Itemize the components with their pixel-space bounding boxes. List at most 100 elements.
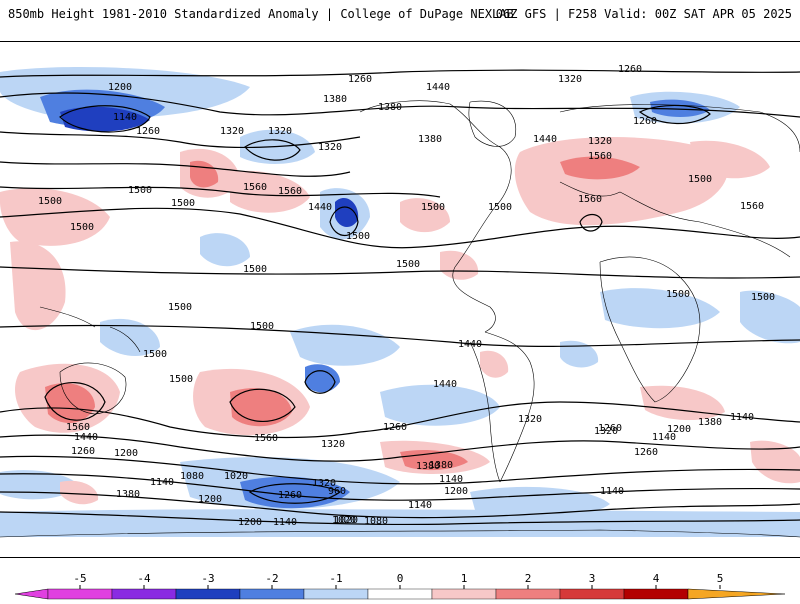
contour-label: 1260 bbox=[71, 446, 95, 457]
colorbar-tick-label: 5 bbox=[717, 572, 724, 585]
contour-label: 1560 bbox=[66, 422, 90, 433]
height-contour bbox=[229, 388, 296, 422]
contour-label: 1560 bbox=[588, 151, 612, 162]
height-contour bbox=[638, 104, 711, 125]
contour-label: 1140 bbox=[600, 486, 624, 497]
contour-label: 1080 bbox=[180, 471, 204, 482]
contour-label: 1500 bbox=[346, 231, 370, 242]
colorbar-tick-label: -2 bbox=[265, 572, 278, 585]
contour-label: 1500 bbox=[243, 264, 267, 275]
height-contour bbox=[0, 455, 800, 485]
coastline bbox=[469, 341, 501, 483]
coastline bbox=[559, 104, 800, 153]
height-contour bbox=[0, 92, 800, 118]
contour-label: 1380 bbox=[116, 489, 140, 500]
contour-label: 1320 bbox=[588, 136, 612, 147]
contour-label: 1320 bbox=[594, 426, 618, 437]
colorbar-left-arrow bbox=[14, 588, 49, 600]
height-contour bbox=[44, 382, 106, 421]
contour-label: 1140 bbox=[408, 500, 432, 511]
height-contour bbox=[0, 266, 800, 279]
anomaly-region bbox=[740, 290, 800, 344]
contour-label: 1080 bbox=[364, 516, 388, 527]
contour-label: 1440 bbox=[74, 432, 98, 443]
contour-label: 1140 bbox=[730, 412, 754, 423]
contour-label: 1020 bbox=[224, 471, 248, 482]
contour-label: 1140 bbox=[273, 517, 297, 528]
anomaly-region bbox=[230, 170, 310, 213]
contour-label: 1380 bbox=[698, 417, 722, 428]
contour-label: 1500 bbox=[168, 302, 192, 313]
contour-label: 1440 bbox=[533, 134, 557, 145]
contour-label: 1200 bbox=[108, 82, 132, 93]
contour-label: 1260 bbox=[278, 490, 302, 501]
anomaly-region bbox=[335, 198, 359, 228]
contour-label: 1200 bbox=[444, 486, 468, 497]
height-contour bbox=[0, 511, 800, 526]
height-contour bbox=[0, 186, 441, 198]
height-contour bbox=[0, 434, 800, 462]
contour-label: 1500 bbox=[171, 198, 195, 209]
contour-label: 1560 bbox=[740, 201, 764, 212]
contour-label: 1140 bbox=[652, 432, 676, 443]
contour-label: 1320 bbox=[268, 126, 292, 137]
anomaly-region bbox=[305, 364, 340, 393]
contour-label: 1500 bbox=[143, 349, 167, 360]
contour-label: 1140 bbox=[150, 477, 174, 488]
height-contour bbox=[304, 370, 336, 394]
height-contour bbox=[0, 491, 800, 519]
contour-label: 1200 bbox=[667, 424, 691, 435]
colorbar-segment bbox=[431, 588, 497, 600]
colorbar-tick-label: 2 bbox=[525, 572, 532, 585]
contour-label: 1260 bbox=[136, 126, 160, 137]
contour-label: 1500 bbox=[38, 196, 62, 207]
anomaly-region bbox=[480, 350, 509, 378]
contour-label: 1500 bbox=[70, 222, 94, 233]
contour-label: 1200 bbox=[114, 448, 138, 459]
contour-label: 1440 bbox=[426, 82, 450, 93]
coastline bbox=[109, 326, 141, 353]
coastline bbox=[599, 256, 701, 403]
colorbar-tick-label: -3 bbox=[201, 572, 214, 585]
contour-label: 1500 bbox=[396, 259, 420, 270]
contour-label: 1560 bbox=[578, 194, 602, 205]
height-contour bbox=[0, 131, 361, 149]
anomaly-region bbox=[60, 106, 150, 132]
coastline bbox=[359, 100, 512, 333]
anomaly-region bbox=[200, 233, 250, 267]
height-contour bbox=[0, 473, 800, 501]
anomaly-region bbox=[230, 388, 292, 427]
anomaly-region bbox=[0, 188, 110, 246]
contour-label: 1200 bbox=[238, 517, 262, 528]
height-contour bbox=[0, 401, 800, 439]
coastline bbox=[39, 306, 96, 328]
contour-label: 1260 bbox=[598, 423, 622, 434]
contour-label: 1440 bbox=[458, 339, 482, 350]
height-contour bbox=[579, 213, 603, 232]
anomaly-region bbox=[650, 99, 710, 117]
contour-label: 1500 bbox=[128, 185, 152, 196]
contour-label: 1380 bbox=[378, 102, 402, 113]
anomaly-region bbox=[60, 480, 99, 505]
chart-title: 850mb Height 1981-2010 Standardized Anom… bbox=[8, 7, 514, 21]
anomaly-region bbox=[440, 250, 479, 280]
colorbar-tick-label: -5 bbox=[73, 572, 86, 585]
colorbar-tick-label: -4 bbox=[137, 572, 151, 585]
coastline bbox=[59, 362, 127, 415]
height-contour bbox=[0, 161, 351, 177]
contour-label: 1320 bbox=[318, 142, 342, 153]
coastline bbox=[484, 331, 535, 483]
contour-label: 1500 bbox=[421, 202, 445, 213]
contour-label: 1500 bbox=[688, 174, 712, 185]
anomaly-region bbox=[380, 384, 500, 426]
header: 850mb Height 1981-2010 Standardized Anom… bbox=[0, 0, 800, 30]
contour-label: 1140 bbox=[113, 112, 137, 123]
contour-label: 1020 bbox=[334, 515, 358, 526]
anomaly-region bbox=[190, 160, 219, 188]
contour-label: 1500 bbox=[250, 321, 274, 332]
anomaly-region bbox=[470, 486, 610, 518]
coastline bbox=[468, 100, 517, 147]
height-contour bbox=[248, 483, 342, 504]
colorbar-tick-label: 0 bbox=[397, 572, 404, 585]
colorbar-segment bbox=[495, 588, 561, 600]
